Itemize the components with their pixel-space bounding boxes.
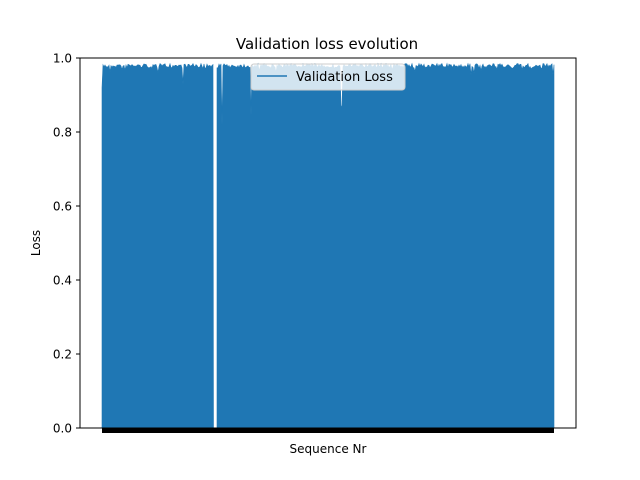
legend-entry-validation-loss: Validation Loss [296,70,393,85]
x-tick-band [102,428,554,433]
x-axis [102,428,554,433]
legend-box [250,63,406,91]
y-tick-label: 0.0 [53,422,72,436]
legend: Validation Loss [250,63,406,91]
y-axis: 0.0 0.2 0.4 0.6 0.8 1.0 [53,52,80,436]
y-tick-label: 1.0 [53,52,72,66]
series-validation-loss [101,62,555,429]
y-tick-label: 0.8 [53,126,72,140]
y-tick-label: 0.2 [53,348,72,362]
y-tick-label: 0.6 [53,200,72,214]
plot-area [79,57,577,429]
chart-title: Validation loss evolution [236,35,418,53]
y-tick-label: 0.4 [53,274,72,288]
y-axis-label: Loss [29,230,43,256]
x-axis-label: Sequence Nr [290,442,367,456]
